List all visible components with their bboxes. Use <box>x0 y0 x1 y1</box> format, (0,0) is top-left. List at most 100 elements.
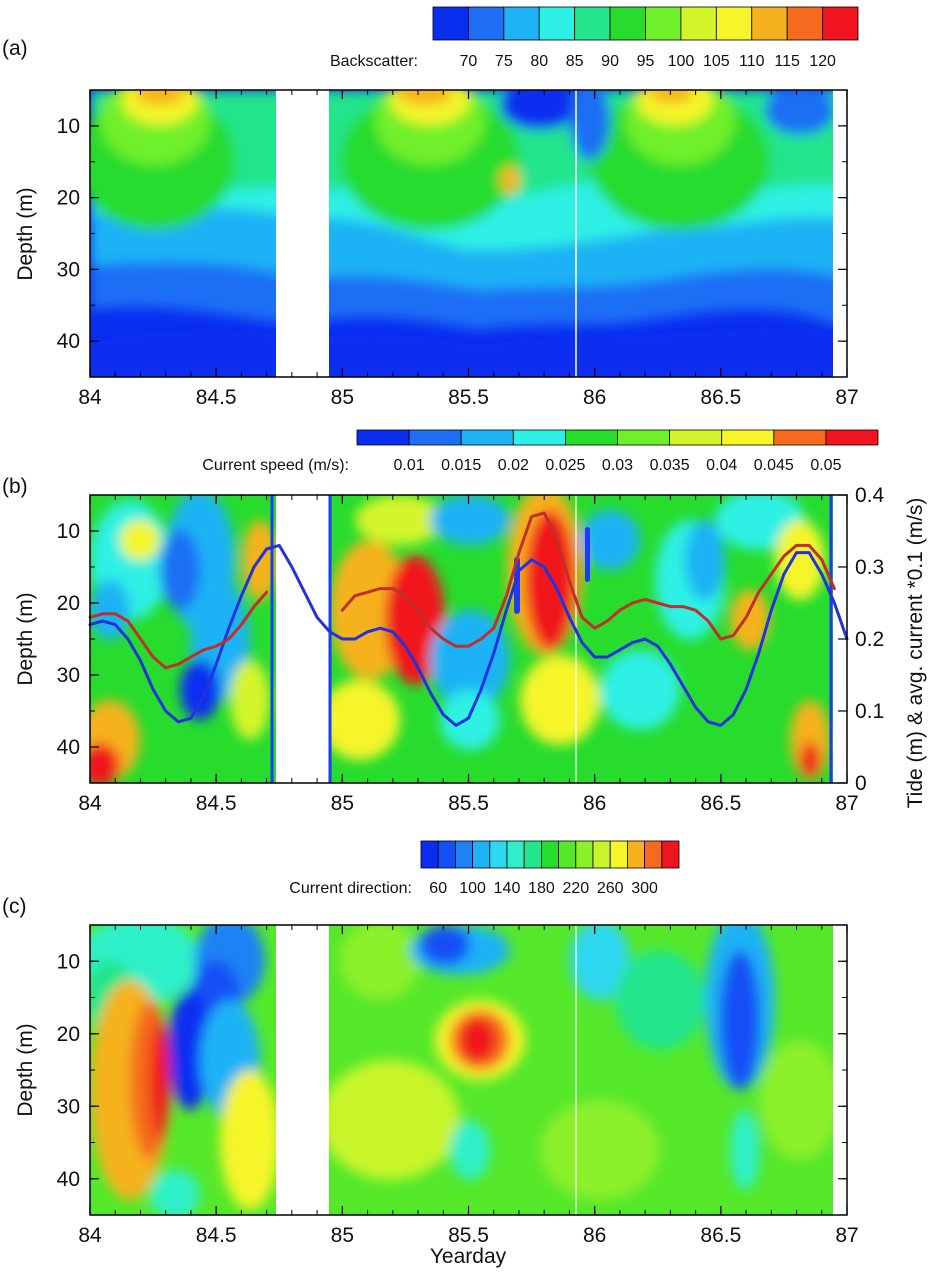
colorbar-tick-label: 115 <box>774 53 800 70</box>
y-tick-label: 20 <box>57 187 80 210</box>
x-tick-label: 87 <box>835 386 858 409</box>
colorbar-swatch <box>669 429 723 446</box>
colorbar-c-labels: 60 100 140 180 220 260 300 <box>429 880 658 897</box>
colorbar-tick-label: 95 <box>637 53 655 70</box>
colorbar-c-title: Current direction: <box>289 880 412 897</box>
colorbar-swatch <box>541 840 560 869</box>
colorbar-b-labels: 0.01 0.015 0.02 0.025 0.03 0.035 0.04 0.045 0.05 <box>394 457 842 474</box>
colorbar-swatch <box>460 429 514 446</box>
x-tick-label: 84.5 <box>196 386 237 409</box>
colorbar-swatch <box>506 840 525 869</box>
colorbar-swatch <box>592 840 611 869</box>
colorbar-swatch <box>574 6 611 41</box>
y-tick-label: 40 <box>57 736 80 759</box>
panel-a-colorbar: Backscatter: 70 75 80 85 90 95 100 105 110 115 120 <box>330 6 859 70</box>
y2-tick-label: 0.1 <box>855 700 884 723</box>
colorbar-tick-label: 0.01 <box>394 457 425 474</box>
colorbar-tick-label: 100 <box>668 53 695 70</box>
panel-b-label: (b) <box>2 475 28 498</box>
panel-b: (b) Current speed (m/s): 0.01 0.015 0.02 0.… <box>2 429 927 815</box>
colorbar-tick-label: 100 <box>459 880 486 897</box>
panel-c-axis-ticks: 84 84.5 85 85.5 86 86.5 87 10 20 30 40 <box>57 924 859 1247</box>
colorbar-b-title: Current speed (m/s): <box>202 457 349 474</box>
colorbar-swatch <box>609 6 646 41</box>
colorbar-swatch <box>751 6 788 41</box>
y-tick-label: 10 <box>57 520 80 543</box>
colorbar-swatch <box>472 840 491 869</box>
x-tick-label: 84.5 <box>196 1224 237 1247</box>
panel-c-ylabel: Depth (m) <box>14 1023 37 1116</box>
panel-b-ylabel: Depth (m) <box>14 592 37 685</box>
y-tick-label: 10 <box>57 115 80 138</box>
colorbar-a-title: Backscatter: <box>330 53 418 70</box>
colorbar-a-swatches <box>432 6 859 41</box>
colorbar-tick-label: 0.04 <box>706 457 737 474</box>
colorbar-swatch <box>721 429 775 446</box>
x-tick-label: 84 <box>78 1224 102 1247</box>
panel-a-axis-ticks: 84 84.5 85 85.5 86 86.5 87 10 20 30 40 <box>57 89 859 409</box>
panel-a-data-gap <box>276 90 329 377</box>
colorbar-tick-label: 110 <box>739 53 765 70</box>
colorbar-tick-label: 0.03 <box>602 457 633 474</box>
x-tick-label: 85.5 <box>448 386 489 409</box>
panel-c-label: (c) <box>2 895 27 918</box>
y-tick-label: 20 <box>57 592 80 615</box>
colorbar-tick-label: 80 <box>530 53 548 70</box>
colorbar-swatch <box>822 6 859 41</box>
x-tick-label: 86.5 <box>700 386 741 409</box>
colorbar-tick-label: 70 <box>460 53 478 70</box>
colorbar-swatch <box>356 429 410 446</box>
y-tick-label: 10 <box>57 950 80 973</box>
colorbar-swatch <box>503 6 540 41</box>
colorbar-tick-label: 75 <box>495 53 513 70</box>
x-tick-label: 86 <box>583 386 606 409</box>
panel-c-field <box>90 925 847 1215</box>
x-tick-label: 85 <box>331 386 354 409</box>
colorbar-swatch <box>538 6 576 41</box>
x-tick-label: 87 <box>835 792 858 815</box>
x-tick-label: 86.5 <box>700 792 741 815</box>
colorbar-tick-label: 300 <box>631 880 658 897</box>
panel-a-ylabel: Depth (m) <box>14 187 37 280</box>
colorbar-swatch <box>512 429 566 446</box>
colorbar-tick-label: 0.025 <box>545 457 585 474</box>
panel-b-data-gap <box>276 495 329 783</box>
colorbar-swatch <box>644 840 663 869</box>
panel-b-y2label: Tide (m) & avg. current *0.1 (m/s) <box>904 498 927 809</box>
colorbar-tick-label: 0.045 <box>754 457 794 474</box>
y-tick-label: 40 <box>57 1168 80 1191</box>
colorbar-b-swatches <box>356 429 879 446</box>
colorbar-swatch <box>468 6 505 41</box>
panel-c: (c) Current direction: 60 100 140 180 220 260… <box>2 840 859 1268</box>
x-tick-label: 84.5 <box>196 792 237 815</box>
colorbar-tick-label: 0.05 <box>810 457 841 474</box>
y-tick-label: 30 <box>57 664 80 687</box>
panel-c-data-gap <box>276 925 329 1215</box>
colorbar-swatch <box>420 840 439 869</box>
colorbar-tick-label: 140 <box>494 880 521 897</box>
panel-a-field <box>90 90 847 377</box>
x-tick-label: 84 <box>78 792 102 815</box>
colorbar-tick-label: 85 <box>566 53 584 70</box>
y-tick-label: 30 <box>57 258 80 281</box>
tide-line <box>88 543 849 727</box>
colorbar-tick-label: 180 <box>528 880 555 897</box>
colorbar-swatch <box>609 840 628 869</box>
colorbar-swatch <box>454 840 473 869</box>
y2-tick-label: 0.2 <box>855 628 884 651</box>
colorbar-tick-label: 0.035 <box>650 457 690 474</box>
colorbar-swatch <box>825 429 879 446</box>
panel-c-xlabel: Yearday <box>430 1245 507 1268</box>
colorbar-a-labels: 70 75 80 85 90 95 100 105 110 115 120 <box>460 53 837 70</box>
colorbar-swatch <box>617 429 670 446</box>
colorbar-swatch <box>786 6 823 41</box>
colorbar-swatch <box>627 840 646 869</box>
panel-a-label: (a) <box>2 37 28 60</box>
colorbar-swatch <box>645 6 682 41</box>
colorbar-tick-label: 0.015 <box>441 457 481 474</box>
colorbar-swatch <box>437 840 456 869</box>
panel-c-colorbar: Current direction: 60 100 140 180 220 260 300 <box>289 840 680 897</box>
colorbar-tick-label: 0.02 <box>498 457 529 474</box>
colorbar-tick-label: 220 <box>562 880 589 897</box>
